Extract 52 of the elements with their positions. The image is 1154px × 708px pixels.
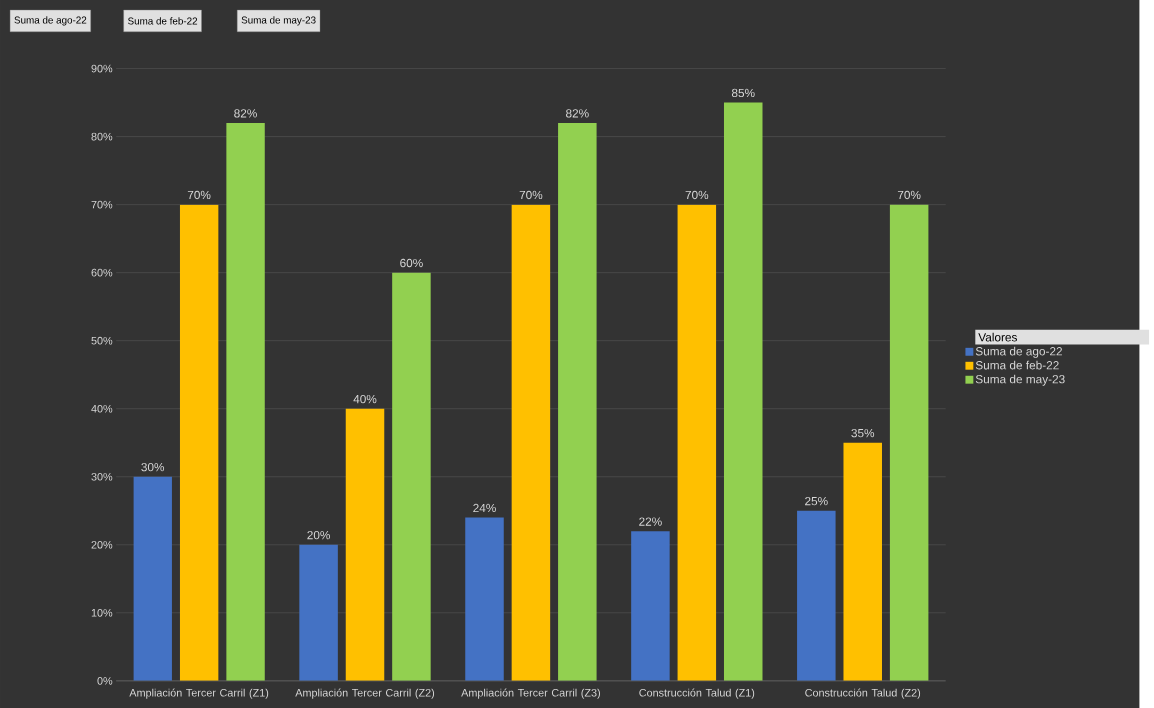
bar	[797, 510, 836, 681]
data-label: 60%	[400, 258, 423, 268]
data-label: 70%	[897, 190, 921, 200]
bar	[179, 204, 219, 681]
legend-label: Suma de feb-22	[975, 360, 1059, 370]
bar	[558, 122, 597, 681]
y-tick-label: 90%	[91, 64, 113, 73]
x-tick-label: Ampliación Tercer Carril (Z2)	[295, 688, 435, 699]
data-label: 70%	[519, 190, 543, 200]
legend-label: Suma de ago-22	[975, 346, 1062, 358]
data-label: 30%	[141, 462, 165, 472]
bar	[299, 544, 338, 681]
bar	[511, 204, 551, 681]
bar	[392, 272, 431, 681]
bar	[345, 408, 385, 681]
data-label: 70%	[187, 190, 211, 200]
data-label: 82%	[234, 109, 257, 118]
data-label: 35%	[851, 428, 875, 438]
data-label: 85%	[731, 88, 755, 98]
x-tick-label: Construcción Talud (Z2)	[805, 688, 921, 699]
y-tick-label: 70%	[91, 200, 113, 209]
x-tick-label: Ampliación Tercer Carril (Z3)	[461, 688, 600, 699]
text: Suma de feb-22	[128, 17, 198, 25]
bar	[889, 204, 929, 681]
bar	[631, 531, 670, 681]
y-tick-label: 20%	[91, 540, 113, 549]
data-label: 20%	[307, 530, 330, 540]
data-label: 70%	[685, 190, 709, 200]
bar	[133, 476, 172, 681]
bar	[226, 122, 265, 681]
legend-title: Valores	[978, 332, 1017, 342]
bar	[723, 102, 763, 681]
y-tick-label: 40%	[91, 404, 113, 413]
data-label: 40%	[353, 394, 377, 404]
x-tick-label: Construcción Talud (Z1)	[639, 688, 755, 699]
data-label: 22%	[639, 517, 662, 526]
bar	[843, 442, 882, 681]
data-label: 82%	[566, 109, 589, 118]
x-tick-label: Ampliación Tercer Carril (Z1)	[129, 688, 269, 699]
y-tick-label: 50%	[91, 336, 113, 345]
data-label: 24%	[473, 503, 496, 513]
text: Suma de may-23	[241, 16, 316, 26]
y-tick-label: 80%	[91, 132, 113, 141]
bar	[677, 204, 717, 681]
bar	[465, 517, 504, 681]
y-tick-label: 30%	[91, 472, 113, 481]
text: Suma de ago-22	[14, 16, 87, 26]
legend-label: Suma de may-23	[975, 374, 1065, 386]
y-tick-label: 60%	[91, 268, 113, 277]
y-tick-label: 10%	[91, 608, 113, 617]
data-label: 25%	[805, 496, 828, 506]
y-tick-label: 0%	[97, 677, 113, 685]
